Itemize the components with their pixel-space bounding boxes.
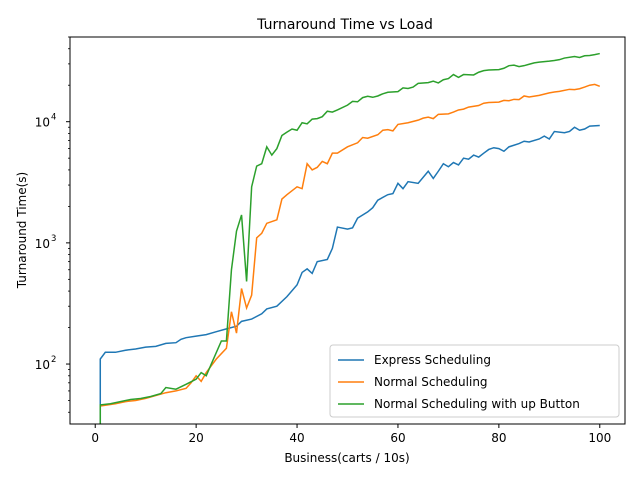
x-axis-label: Business(carts / 10s) <box>284 451 409 465</box>
y-axis-label: Turnaround Time(s) <box>15 172 29 289</box>
x-tick-label: 100 <box>588 431 611 445</box>
x-axis: 0 20 40 60 80 100 <box>91 424 611 445</box>
series-line-3 <box>99 52 600 424</box>
y-tick-label: 10 <box>35 237 50 251</box>
y-tick-label: 10 <box>35 116 50 130</box>
x-tick-label: 40 <box>289 431 304 445</box>
legend: Express Scheduling Normal Scheduling Norma… <box>329 344 620 418</box>
y-tick-exponent: 2 <box>51 355 56 365</box>
legend-box <box>329 344 620 418</box>
plot-frame <box>69 36 626 425</box>
legend-label-1: Express Scheduling <box>374 353 491 367</box>
legend-label-2: Normal Scheduling <box>374 375 488 389</box>
x-tick-label: 0 <box>91 431 99 445</box>
x-tick-label: 20 <box>188 431 203 445</box>
series-layer <box>99 52 601 424</box>
y-tick-exponent: 3 <box>51 234 56 244</box>
series-line-1 <box>99 124 600 424</box>
chart-title: Turnaround Time vs Load <box>256 17 433 33</box>
y-tick-exponent: 4 <box>51 113 56 123</box>
legend-label-3: Normal Scheduling with up Button <box>374 397 580 411</box>
y-tick-label: 10 <box>35 358 50 372</box>
x-tick-label: 60 <box>390 431 405 445</box>
x-tick-label: 80 <box>491 431 506 445</box>
